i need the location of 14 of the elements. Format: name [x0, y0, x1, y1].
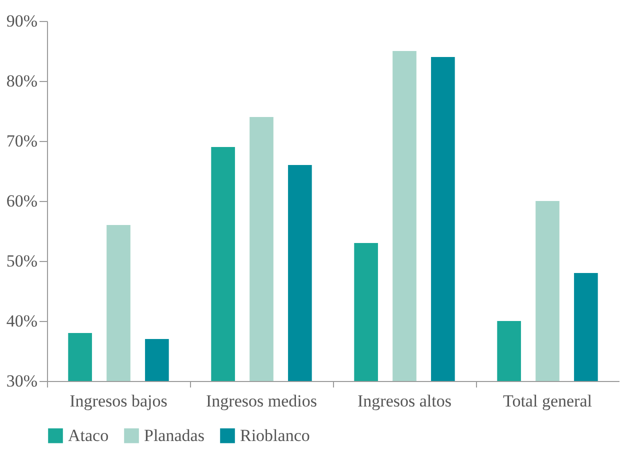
x-tick-label: Total general: [503, 392, 592, 410]
y-tick-label: 70%: [6, 132, 38, 150]
y-tick-label: 90%: [6, 12, 38, 30]
x-tick-label: Ingresos bajos: [70, 392, 168, 410]
x-tick-label: Ingresos altos: [358, 392, 452, 410]
y-tick-label: 50%: [6, 252, 38, 270]
y-tick-label: 60%: [6, 192, 38, 210]
legend-label: Ataco: [68, 426, 109, 445]
x-tick-label: Ingresos medios: [206, 392, 317, 410]
legend-label: Planadas: [144, 426, 204, 445]
y-tick-label: 30%: [6, 372, 38, 390]
y-tick-label: 80%: [6, 72, 38, 90]
y-tick-label: 40%: [6, 312, 38, 330]
legend-label: Rioblanco: [240, 426, 310, 445]
